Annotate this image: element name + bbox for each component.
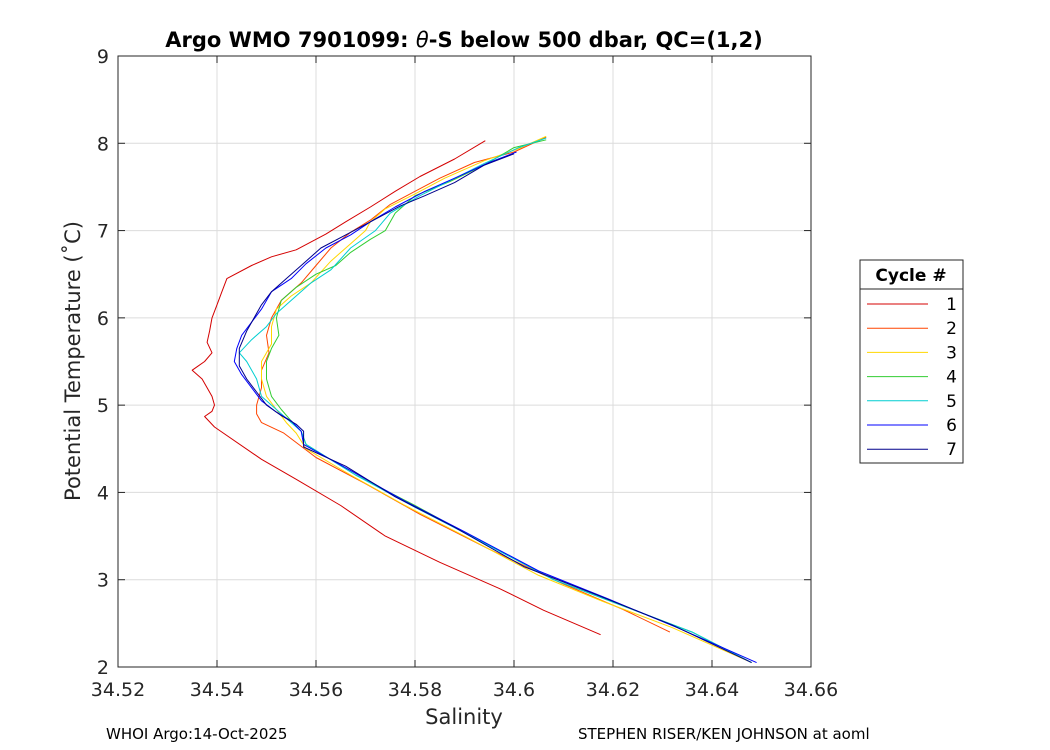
y-tick-label: 8	[97, 133, 109, 155]
series-line-cycle-6	[233, 151, 757, 664]
legend-label-cycle-2: 2	[946, 319, 957, 339]
theta-symbol: θ	[416, 28, 429, 52]
y-tick-label: 3	[97, 570, 109, 592]
grid-lines	[118, 56, 811, 667]
legend-label-cycle-5: 5	[946, 392, 957, 412]
x-tick-label: 34.58	[388, 679, 442, 701]
x-tick-label: 34.66	[784, 679, 838, 701]
legend-label-cycle-7: 7	[946, 440, 957, 460]
x-tick-label: 34.6	[493, 679, 535, 701]
y-tick-label: 5	[97, 395, 109, 417]
y-tick-label: 7	[97, 221, 109, 243]
y-tick-label: 2	[97, 657, 109, 679]
legend-items: 1 2 3 4 5 6 7	[867, 295, 957, 460]
series-line-cycle-2	[256, 136, 671, 633]
legend-label-cycle-6: 6	[946, 416, 957, 436]
x-tick-label: 34.56	[289, 679, 343, 701]
y-axis-label: Potential Temperature (˚C)	[61, 221, 85, 501]
legend-title: Cycle #	[875, 266, 946, 286]
x-tick-label: 34.62	[586, 679, 640, 701]
y-tick-label: 9	[97, 46, 109, 68]
plot-area-frame	[117, 55, 812, 668]
legend-label-cycle-1: 1	[946, 295, 957, 315]
data-series	[191, 135, 757, 664]
series-line-cycle-3	[261, 135, 752, 664]
x-tick-label: 34.52	[91, 679, 145, 701]
y-tick-label: 6	[97, 308, 109, 330]
axis-ticks: 34.52 34.54 34.56 34.58 34.6 34.62 34.64 34.66 2…	[91, 46, 838, 701]
series-line-cycle-4	[266, 139, 752, 664]
footer-pi: STEPHEN RISER/KEN JOHNSON at aoml	[578, 725, 870, 743]
y-tick-label: 4	[97, 482, 109, 504]
series-line-cycle-1	[191, 140, 601, 636]
legend-label-cycle-4: 4	[946, 368, 957, 388]
series-line-cycle-7	[238, 153, 752, 664]
x-tick-label: 34.54	[190, 679, 244, 701]
x-axis-label: Salinity	[425, 705, 503, 729]
legend: Cycle # 1 2 3 4 5 6 7	[859, 259, 964, 464]
legend-box	[859, 259, 964, 464]
legend-label-cycle-3: 3	[946, 343, 957, 363]
x-tick-label: 34.64	[685, 679, 739, 701]
chart-title: Argo WMO 7901099: θ-S below 500 dbar, QC…	[165, 28, 762, 52]
footer-source: WHOI Argo:14-Oct-2025	[106, 725, 288, 743]
